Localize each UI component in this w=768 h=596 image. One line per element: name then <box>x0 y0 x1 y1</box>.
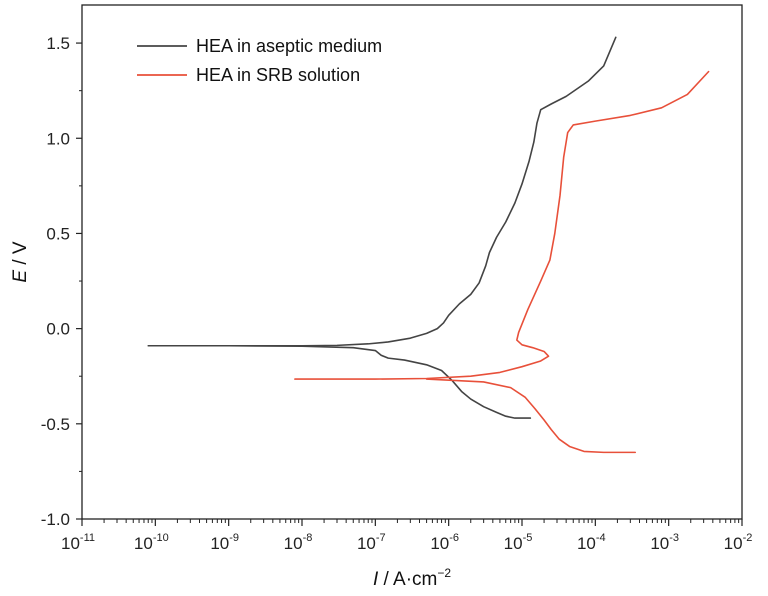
series-layer <box>147 36 710 454</box>
y-tick-label: 0.0 <box>46 320 70 339</box>
x-tick-label: 10-7 <box>357 532 386 553</box>
x-tick-label: 10-2 <box>724 532 753 553</box>
x-tick-label-base: 10 <box>650 534 669 553</box>
x-tick-label: 10-11 <box>61 532 95 553</box>
x-tick-label-exp: -2 <box>743 532 753 544</box>
x-tick-label-base: 10 <box>577 534 596 553</box>
x-tick-label: 10-8 <box>284 532 313 553</box>
x-axis-title-var: I <box>373 569 379 590</box>
x-tick-label: 10-5 <box>504 532 533 553</box>
y-axis: -1.0 -0.5 0.0 0.5 1.0 1.5 <box>41 34 82 529</box>
x-tick-label-exp: -6 <box>449 532 459 544</box>
x-tick-label-base: 10 <box>724 534 743 553</box>
x-tick-label-base: 10 <box>504 534 523 553</box>
x-tick-label-base: 10 <box>61 534 80 553</box>
y-tick-label: 1.5 <box>46 34 70 53</box>
x-tick-label-exp: -8 <box>303 532 313 544</box>
x-tick-label-exp: -7 <box>376 532 386 544</box>
plot-area <box>81 4 743 520</box>
x-axis-title-unit: / A·cm <box>378 569 437 590</box>
series-line-aseptic <box>147 36 617 347</box>
x-tick-label-exp: -5 <box>523 532 533 544</box>
legend-label-srb: HEA in SRB solution <box>196 65 360 85</box>
x-tick-label-exp: -3 <box>669 532 679 544</box>
x-tick-label-exp: -9 <box>229 532 239 544</box>
series-line-srb <box>294 70 710 380</box>
y-tick-label: -0.5 <box>41 415 70 434</box>
y-axis-title-unit: / V <box>10 241 31 270</box>
x-tick-label: 10-6 <box>430 532 459 553</box>
x-axis-title: I / A·cm−2 <box>373 566 451 590</box>
series-line-srb <box>425 378 637 454</box>
x-tick-label: 10-9 <box>210 532 239 553</box>
legend-label-aseptic: HEA in aseptic medium <box>196 36 382 56</box>
y-tick-label: -1.0 <box>41 510 70 529</box>
x-tick-label-base: 10 <box>357 534 376 553</box>
x-tick-label-base: 10 <box>430 534 449 553</box>
x-axis-title-exp: −2 <box>437 566 451 580</box>
x-tick-label-base: 10 <box>284 534 303 553</box>
x-axis: 10-11 10-10 10-9 10-8 10-7 10-6 10-5 10-4 10-3 10… <box>61 519 752 553</box>
y-tick-label: 0.5 <box>46 224 70 243</box>
x-tick-label-base: 10 <box>134 534 153 553</box>
x-tick-label-exp: -10 <box>153 532 169 544</box>
y-axis-title-var: E <box>10 270 31 283</box>
legend: HEA in aseptic medium HEA in SRB solutio… <box>137 36 382 85</box>
x-tick-label-base: 10 <box>210 534 229 553</box>
series-line-aseptic <box>227 344 532 419</box>
x-tick-label: 10-10 <box>134 532 169 553</box>
y-axis-title: E / V <box>10 241 31 283</box>
x-tick-label: 10-4 <box>577 532 606 553</box>
x-tick-label: 10-3 <box>650 532 679 553</box>
x-tick-label-exp: -4 <box>596 532 606 544</box>
x-tick-label-exp: -11 <box>80 532 95 544</box>
y-tick-label: 1.0 <box>46 129 70 148</box>
